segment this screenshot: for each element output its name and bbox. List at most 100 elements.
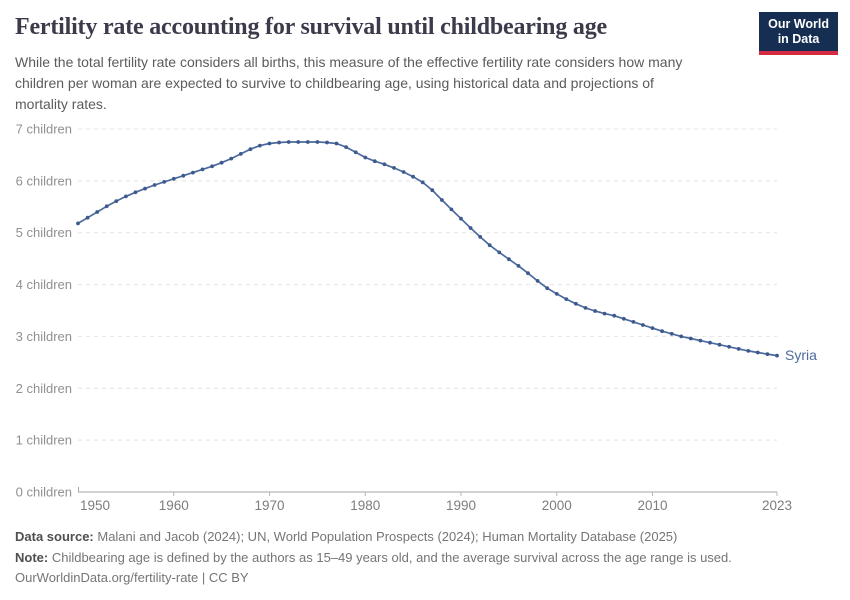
data-point[interactable]	[516, 264, 521, 268]
data-point[interactable]	[382, 162, 387, 167]
data-point[interactable]	[765, 352, 770, 356]
data-point[interactable]	[449, 207, 454, 212]
data-point[interactable]	[353, 150, 358, 155]
y-axis-tick-label: 2 children	[16, 381, 72, 396]
chart-subtitle-line: children per woman are expected to survi…	[15, 75, 654, 91]
data-point[interactable]	[401, 170, 406, 174]
data-point[interactable]	[258, 143, 262, 148]
data-point[interactable]	[296, 140, 301, 144]
data-point[interactable]	[545, 286, 550, 291]
data-point[interactable]	[698, 338, 703, 343]
y-axis-tick-label: 0 children	[16, 485, 72, 500]
data-point[interactable]	[305, 140, 310, 144]
entity-end-label[interactable]: Syria	[785, 347, 817, 363]
chart-footer: Data source: Malani and Jacob (2024); UN…	[15, 527, 835, 589]
note-text: Childbearing age is defined by the autho…	[48, 549, 732, 565]
data-point[interactable]	[191, 170, 195, 175]
data-point[interactable]	[114, 199, 119, 204]
chart-subtitle: While the total fertility rate considers…	[15, 52, 745, 115]
data-point[interactable]	[669, 331, 674, 336]
owid-logo[interactable]: Our World in Data	[759, 12, 838, 55]
data-point[interactable]	[143, 186, 147, 191]
data-point[interactable]	[133, 190, 138, 195]
data-point[interactable]	[593, 309, 597, 313]
data-point[interactable]	[487, 243, 492, 248]
data-point[interactable]	[746, 349, 751, 353]
data-point[interactable]	[468, 226, 473, 230]
x-axis-tick-label: 1950	[80, 498, 110, 513]
data-point[interactable]	[478, 235, 483, 239]
data-point[interactable]	[459, 216, 463, 221]
owid-logo-line2: in Data	[777, 32, 820, 46]
data-point[interactable]	[507, 257, 511, 262]
data-point[interactable]	[574, 301, 578, 306]
data-point[interactable]	[420, 180, 425, 185]
data-point[interactable]	[219, 160, 224, 165]
data-point[interactable]	[411, 174, 415, 179]
data-point[interactable]	[621, 316, 626, 321]
data-point[interactable]	[229, 156, 234, 161]
data-point[interactable]	[85, 215, 90, 220]
data-point[interactable]	[277, 140, 281, 145]
data-point[interactable]	[363, 155, 368, 160]
data-point[interactable]	[171, 176, 176, 181]
y-axis-tick-label: 3 children	[16, 329, 72, 344]
data-point[interactable]	[554, 292, 559, 296]
data-point[interactable]	[497, 250, 502, 255]
data-point[interactable]	[583, 306, 588, 310]
data-point[interactable]	[535, 279, 540, 283]
owid-logo-line1: Our World	[768, 17, 829, 31]
x-axis-tick-label: 1980	[350, 498, 380, 513]
x-axis-tick-label: 1990	[446, 498, 476, 513]
y-axis-tick-label: 5 children	[16, 225, 72, 240]
data-point[interactable]	[124, 194, 128, 199]
data-point[interactable]	[440, 198, 444, 202]
y-axis-tick-label: 1 children	[16, 433, 72, 448]
data-point[interactable]	[736, 347, 741, 351]
data-point[interactable]	[95, 210, 100, 214]
data-point[interactable]	[372, 159, 377, 164]
data-point[interactable]	[325, 140, 329, 145]
data-point[interactable]	[708, 340, 712, 345]
data-point[interactable]	[564, 297, 569, 301]
x-axis-tick-label: 1970	[254, 498, 284, 513]
data-point[interactable]	[286, 140, 291, 144]
data-point[interactable]	[162, 180, 167, 184]
data-source-line: Data source: Malani and Jacob (2024); UN…	[15, 527, 835, 548]
data-point[interactable]	[631, 320, 636, 324]
data-point[interactable]	[679, 334, 684, 339]
data-point[interactable]	[267, 141, 272, 146]
data-point[interactable]	[430, 188, 435, 193]
data-point[interactable]	[210, 164, 215, 169]
data-point[interactable]	[526, 271, 530, 276]
data-point[interactable]	[152, 183, 157, 187]
url-line: OurWorldinData.org/fertility-rate | CC B…	[15, 568, 835, 589]
x-axis-tick-label: 2000	[542, 498, 572, 513]
data-point[interactable]	[76, 221, 80, 226]
data-point[interactable]	[344, 145, 348, 150]
data-point[interactable]	[200, 167, 205, 172]
data-point[interactable]	[392, 166, 396, 170]
data-point[interactable]	[104, 204, 109, 209]
data-point[interactable]	[688, 336, 693, 341]
data-point[interactable]	[248, 147, 253, 152]
data-point[interactable]	[717, 342, 722, 347]
note-line: Note: Childbearing age is defined by the…	[15, 548, 835, 569]
data-point[interactable]	[334, 141, 339, 146]
data-point[interactable]	[602, 311, 607, 316]
owid-url-link[interactable]: OurWorldinData.org/fertility-rate	[15, 570, 199, 585]
data-point[interactable]	[641, 323, 645, 327]
data-point[interactable]	[727, 344, 731, 349]
data-point[interactable]	[238, 152, 243, 156]
data-point[interactable]	[775, 353, 779, 358]
data-point[interactable]	[650, 326, 655, 330]
note-label: Note:	[15, 549, 49, 565]
data-point[interactable]	[181, 173, 186, 178]
data-point[interactable]	[755, 350, 760, 355]
chart-subtitle-line: mortality rates.	[15, 96, 107, 112]
data-point[interactable]	[612, 313, 617, 318]
data-point[interactable]	[660, 329, 664, 334]
data-point[interactable]	[315, 140, 320, 144]
